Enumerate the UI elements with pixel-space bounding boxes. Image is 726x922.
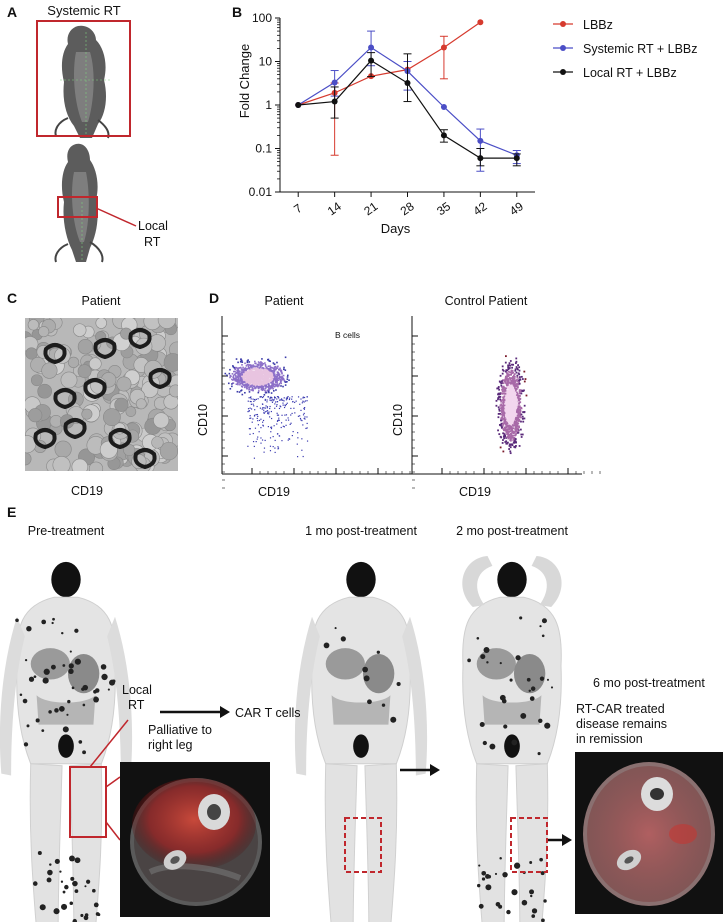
pet-scan-images xyxy=(0,556,572,922)
data-point xyxy=(440,132,447,139)
cd19-ihc-image xyxy=(25,318,178,471)
panel-d-left-title: Patient xyxy=(264,294,304,308)
legend-marker xyxy=(560,69,566,75)
data-point xyxy=(368,44,375,51)
car-t-cells-label: CAR T cells xyxy=(235,706,301,720)
b-cells-gate-label: B cells xyxy=(335,330,361,340)
x-tick-label: 35 xyxy=(434,199,453,218)
local-rt-pointer-line xyxy=(95,207,137,227)
control-flow-plot xyxy=(411,316,601,489)
pre-treatment-connector xyxy=(105,776,121,788)
x-tick-label: 49 xyxy=(507,199,526,218)
data-point xyxy=(368,57,375,64)
one-to-two-month-arrow-head xyxy=(430,764,440,776)
panel-e-letter: E xyxy=(7,504,17,520)
panel-b-letter: B xyxy=(232,4,243,20)
pre-treatment-leg-frame xyxy=(69,766,107,838)
local-rt-mouse-image xyxy=(46,142,116,264)
panel-d-letter: D xyxy=(209,290,220,306)
local-rt-field-frame xyxy=(57,196,98,218)
y-tick-label: 0.1 xyxy=(255,142,272,156)
pre-treatment-pet-mip xyxy=(0,561,133,922)
y-tick-label: 10 xyxy=(259,55,273,69)
local-rt-e-line2: RT xyxy=(128,698,145,712)
pre-treatment-axial-pet-ct xyxy=(120,762,270,917)
panel-d-left-ylabel: CD10 xyxy=(196,404,210,436)
two-month-pet-mip xyxy=(462,556,562,922)
two-month-leg-frame xyxy=(510,817,548,873)
palliative-line2: right leg xyxy=(148,738,193,752)
series-line xyxy=(298,21,481,106)
panel-d-left-xlabel: CD19 xyxy=(258,485,290,499)
legend-marker xyxy=(560,21,566,27)
data-point xyxy=(513,155,520,162)
series-0 xyxy=(295,19,484,156)
legend-marker xyxy=(560,45,566,51)
panel-d-right-xlabel: CD19 xyxy=(459,485,491,499)
six-month-title: 6 mo post-treatment xyxy=(593,676,705,690)
legend-label: LBBz xyxy=(583,18,613,32)
x-tick-label: 28 xyxy=(398,199,417,218)
pre-treatment-connector xyxy=(105,821,121,841)
data-point xyxy=(477,19,484,26)
y-axis-label: Fold Change xyxy=(237,44,252,118)
fold-change-chart: 100 10 1 0.1 0.01 7 14 21 28 35 42 49 Days Fold Chang… xyxy=(237,11,698,236)
data-point xyxy=(440,103,447,110)
legend-label: Systemic RT + LBBz xyxy=(583,42,698,56)
panel-d-right-title: Control Patient xyxy=(444,294,528,308)
two-to-six-month-arrow-head xyxy=(562,834,572,846)
panel-c-letter: C xyxy=(7,290,18,306)
x-axis-label: Days xyxy=(381,221,411,236)
panel-d-right-ylabel: CD10 xyxy=(391,404,405,436)
y-tick-label: 100 xyxy=(252,11,272,25)
x-tick-label: 21 xyxy=(361,199,380,218)
series-2 xyxy=(295,52,521,167)
y-tick-label: 1 xyxy=(265,98,272,112)
data-point xyxy=(295,102,302,108)
car-t-arrow-head xyxy=(220,706,230,718)
data-point xyxy=(440,44,447,51)
panel-c-xlabel: CD19 xyxy=(71,484,103,498)
data-point xyxy=(331,98,338,105)
patient-flow-plot xyxy=(221,316,412,489)
data-point xyxy=(331,79,338,86)
y-tick-label: 0.01 xyxy=(249,185,273,199)
one-month-leg-frame xyxy=(344,817,382,873)
six-month-axial-pet-ct xyxy=(575,752,723,914)
pre-treatment-title: Pre-treatment xyxy=(27,524,105,538)
systemic-rt-mouse-image xyxy=(40,22,130,140)
panel-a-letter: A xyxy=(7,4,18,20)
panel-a-title: Systemic RT xyxy=(47,3,121,18)
remission-line1: RT-CAR treated xyxy=(576,702,665,716)
palliative-line1: Palliative to xyxy=(148,723,212,737)
remission-line3: in remission xyxy=(576,732,643,746)
local-rt-e-line1: Local xyxy=(122,683,152,697)
x-tick-label: 14 xyxy=(325,199,344,218)
x-tick-label: 7 xyxy=(291,201,305,216)
one-month-pet-mip xyxy=(294,561,428,922)
data-point xyxy=(477,155,484,162)
systemic-rt-field-frame xyxy=(36,20,131,137)
legend-label: Local RT + LBBz xyxy=(583,66,677,80)
x-tick-label: 42 xyxy=(471,199,490,218)
panel-c-title: Patient xyxy=(81,294,121,308)
two-month-title: 2 mo post-treatment xyxy=(456,524,568,538)
palliative-pointer xyxy=(89,719,129,768)
data-point xyxy=(477,137,484,144)
local-rt-label-line1: Local xyxy=(138,219,168,233)
local-rt-label-line2: RT xyxy=(144,235,161,249)
data-point xyxy=(404,80,411,87)
remission-line2: disease remains xyxy=(576,717,668,731)
one-month-title: 1 mo post-treatment xyxy=(305,524,417,538)
